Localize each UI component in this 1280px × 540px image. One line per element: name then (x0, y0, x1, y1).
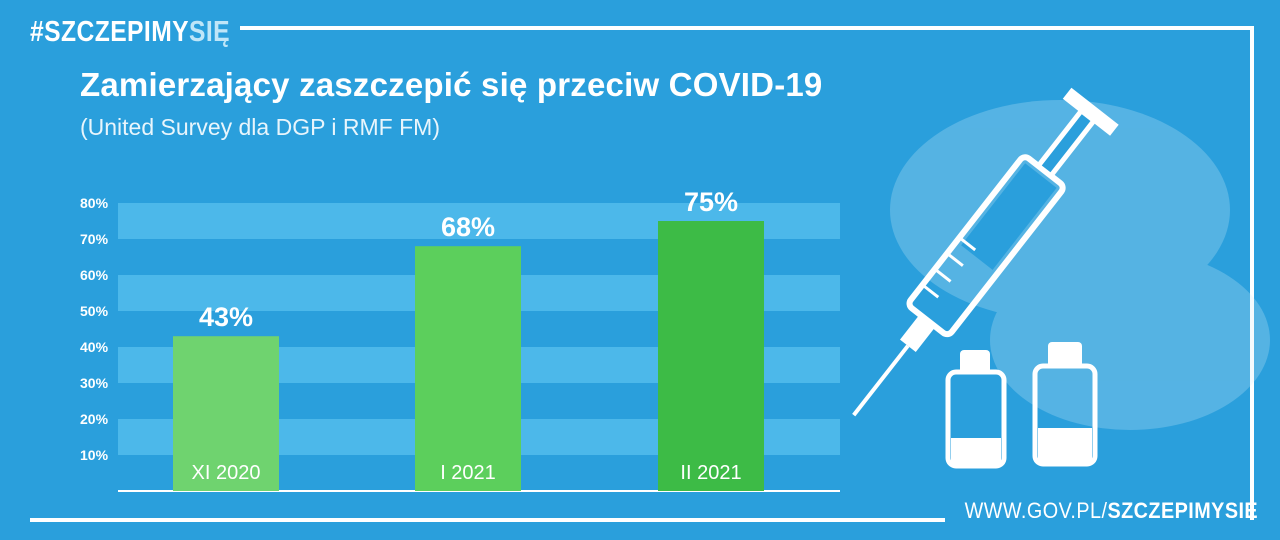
y-tick-label: 80% (80, 195, 109, 211)
footer-url[interactable]: WWW.GOV.PL/SZCZEPIMYSIE (965, 498, 1258, 524)
hashtag-accent: SIĘ (189, 16, 231, 48)
y-tick-label: 40% (80, 339, 109, 355)
hands-backdrop (890, 100, 1270, 430)
bar-value-label: 75% (684, 187, 738, 217)
footer-url-main: WWW.GOV.PL/ (964, 498, 1108, 523)
y-tick-label: 20% (80, 411, 109, 427)
bar-value-label: 43% (199, 302, 253, 332)
syringe-icon (852, 87, 1119, 417)
y-tick-label: 70% (80, 231, 109, 247)
hashtag-main: #SZCZEPIMY (30, 16, 190, 48)
vial-icon (945, 350, 1007, 469)
vaccine-illustration (852, 87, 1270, 469)
page-title: Zamierzający zaszczepić się przeciw COVI… (80, 66, 823, 103)
bar (415, 246, 521, 491)
bar (658, 221, 764, 491)
footer-url-bold: SZCZEPIMYSIE (1107, 498, 1258, 523)
y-tick-label: 60% (80, 267, 109, 283)
x-category-label: I 2021 (440, 462, 496, 484)
bar-value-label: 68% (441, 212, 495, 242)
bar (173, 336, 279, 491)
hashtag-logo: #SZCZEPIMYSIĘ (30, 16, 230, 49)
page-subtitle: (United Survey dla DGP i RMF FM) (80, 114, 440, 140)
y-tick-label: 50% (80, 303, 109, 319)
y-tick-label: 10% (80, 447, 109, 463)
y-tick-label: 30% (80, 375, 109, 391)
x-category-label: XI 2020 (192, 462, 261, 484)
x-category-label: II 2021 (680, 462, 741, 484)
vial-icon (1032, 342, 1098, 467)
